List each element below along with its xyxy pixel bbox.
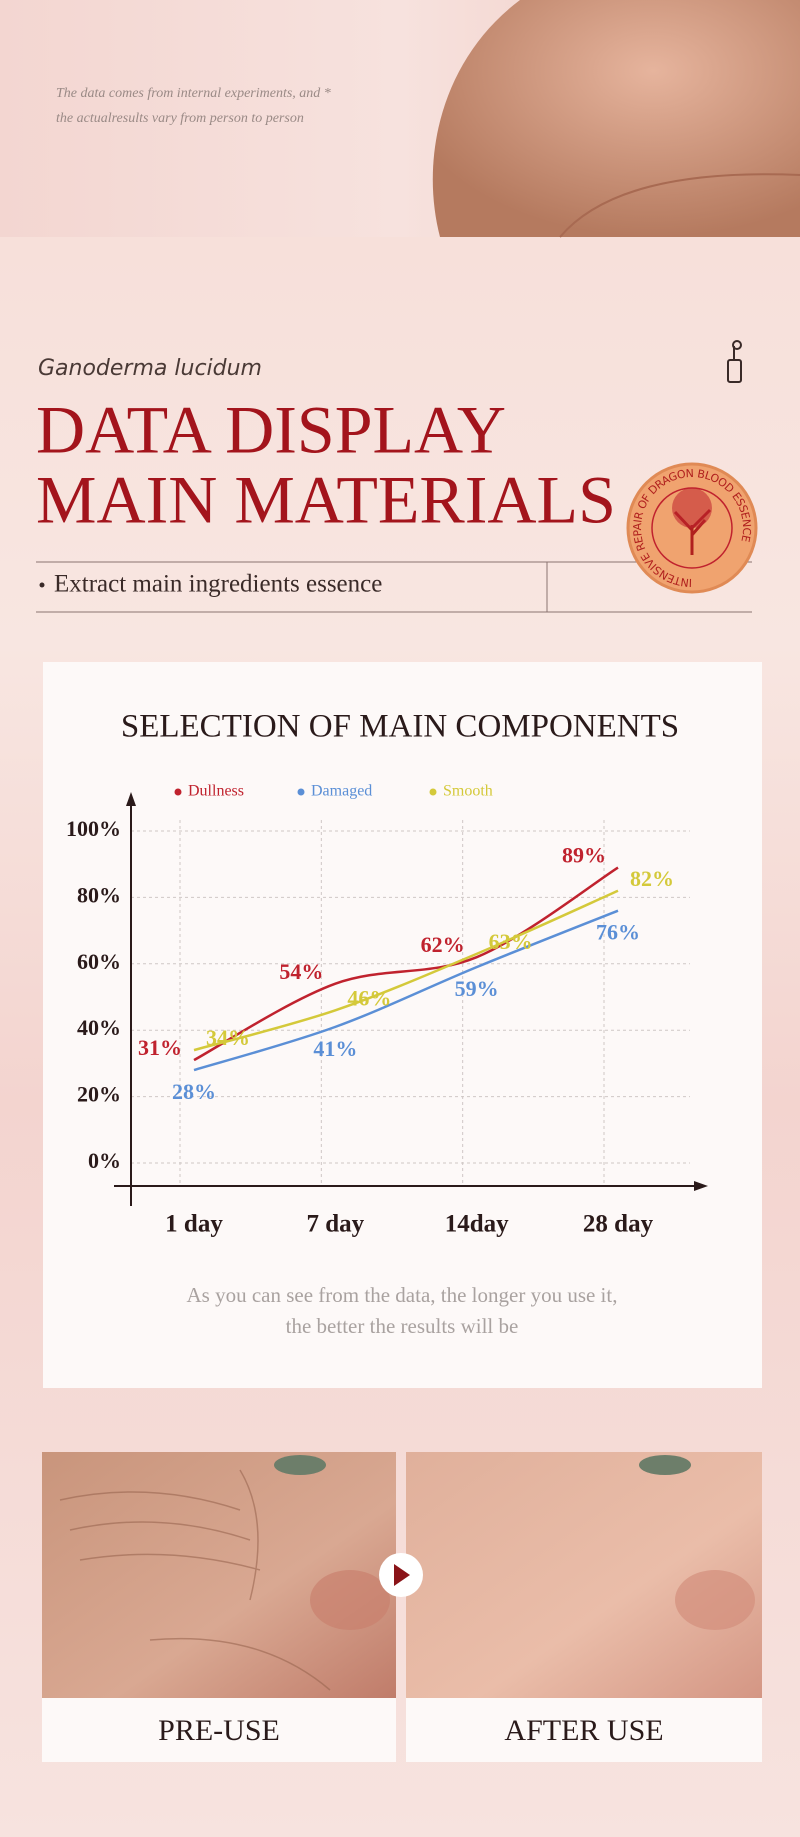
label-box [406, 1698, 762, 1762]
legend-label: Smooth [443, 783, 493, 800]
x-tick-label: 1 day [165, 1211, 223, 1238]
y-tick-label: 0% [88, 1148, 121, 1173]
series-line [193, 889, 619, 1052]
value-label: 46% [347, 985, 391, 1010]
stamp: INTENSIVE REPAIR OF DRAGON BLOOD ESSENCE [626, 462, 758, 594]
x-tick-label: 14day [445, 1211, 509, 1238]
note-line: the actualresults vary from person to pe… [56, 111, 304, 126]
value-label: 54% [279, 959, 323, 984]
legend-label: Dullness [188, 783, 244, 800]
play-button[interactable] [379, 1553, 423, 1597]
y-tick-label: 80% [77, 882, 121, 907]
after-photo [406, 1452, 762, 1698]
value-label: 82% [630, 866, 674, 891]
before-photo [42, 1452, 396, 1698]
main-title: MAIN MATERIALS [36, 462, 616, 538]
main-title: DATA DISPLAY [36, 392, 506, 468]
bullet-text: Extract main ingredients essence [54, 571, 382, 598]
caption: As you can see from the data, the longer… [187, 1283, 618, 1307]
x-tick-label: 28 day [583, 1211, 654, 1238]
series-line [193, 909, 619, 1072]
value-label: 59% [455, 976, 499, 1001]
y-tick-label: 40% [77, 1015, 121, 1040]
legend-swatch [429, 788, 437, 796]
value-label: 28% [172, 1079, 216, 1104]
value-label: 34% [206, 1025, 250, 1050]
value-label: 41% [313, 1036, 357, 1061]
value-label: 76% [596, 920, 640, 945]
chart-card [43, 662, 762, 1388]
y-axis-arrow [126, 792, 136, 806]
value-label: 62% [421, 932, 465, 957]
photo-label: PRE-USE [158, 1714, 280, 1747]
x-axis-arrow [694, 1181, 708, 1191]
chart-title: SELECTION OF MAIN COMPONENTS [121, 709, 679, 745]
caption: the better the results will be [286, 1314, 519, 1338]
bullet [39, 582, 45, 588]
y-tick-label: 60% [77, 949, 121, 974]
photo-label: AFTER USE [504, 1714, 663, 1747]
subtitle: Ganoderma lucidum [38, 356, 262, 381]
chart: 0% 20% 40% 60% 80% 100% 1 day 7 day 14day 28 day D… [66, 783, 708, 1238]
series-line [193, 866, 619, 1062]
y-tick-label: 20% [77, 1082, 121, 1107]
note-line: The data comes from internal experiments… [56, 86, 331, 101]
label-box [42, 1698, 396, 1762]
collarbone [559, 173, 800, 238]
y-tick-label: 100% [66, 816, 121, 841]
legend-swatch [174, 788, 182, 796]
value-label: 31% [138, 1035, 182, 1060]
x-tick-label: 7 day [307, 1211, 365, 1238]
value-label: 63% [489, 929, 533, 954]
neck-photo [432, 0, 800, 237]
dropper-icon [727, 340, 742, 383]
legend-label: Damaged [311, 783, 372, 800]
value-label: 89% [562, 843, 606, 868]
legend-swatch [297, 788, 305, 796]
